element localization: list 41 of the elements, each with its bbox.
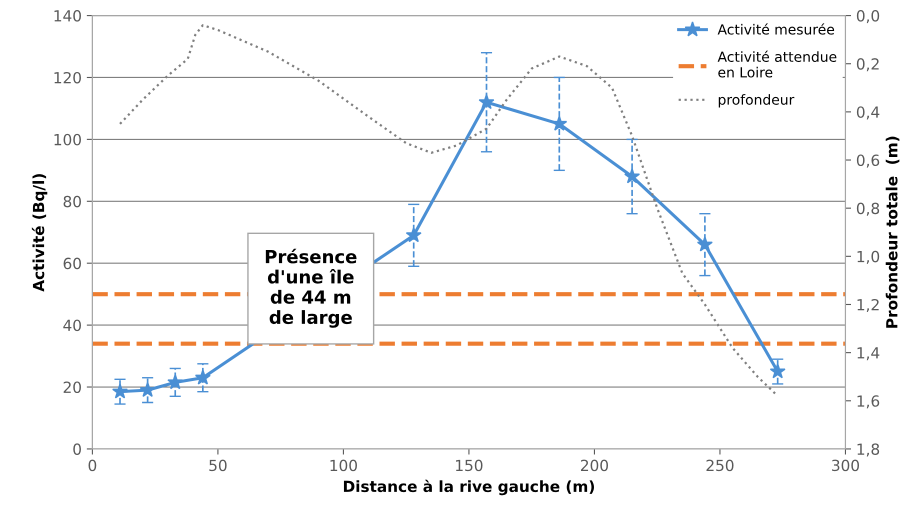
legend-label: Activité attendue en Loire <box>718 50 836 78</box>
y2-tick-label: 1,2 <box>858 298 879 312</box>
x-tick-label: 0 <box>88 460 96 472</box>
y2-tick-label: 0,4 <box>856 106 880 120</box>
legend-label: Activité mesurée <box>718 23 834 35</box>
x-axis-title: Distance à la rive gauche (m) <box>344 480 594 496</box>
point <box>624 168 640 184</box>
y2-tick-label: 0,2 <box>856 58 879 72</box>
y-tick-label: 40 <box>63 320 81 332</box>
y-tick-label: 120 <box>54 72 81 84</box>
y-tick-label: 0 <box>73 443 81 455</box>
point <box>112 383 128 399</box>
y-tick-label: 60 <box>64 258 81 270</box>
y2-tick-label: 0,6 <box>856 154 880 168</box>
point <box>770 363 786 378</box>
x-tick-label: 300 <box>832 460 860 472</box>
x-tick-label: 250 <box>706 460 734 472</box>
point <box>478 94 494 110</box>
y2-tick-label: 0,8 <box>856 202 880 216</box>
y2-tick-label: 1,4 <box>858 347 880 360</box>
annotation: Présence d'une île de 44 m de large <box>266 248 356 328</box>
y2-tick-label: 1,6 <box>858 395 880 408</box>
y2-axis-title: Profondeur totale (m) <box>886 136 900 328</box>
y-tick-label: 140 <box>54 10 81 22</box>
legend-label: profondeur <box>718 94 794 108</box>
y2-tick-label: 1,8 <box>858 443 880 457</box>
y-axis-title: Activité (Bq/l) <box>32 174 48 292</box>
y2-tick-label: 1,0 <box>858 250 880 264</box>
x-tick-label: 100 <box>330 460 357 472</box>
x-tick-label: 150 <box>456 460 482 472</box>
y-tick-label: 80 <box>64 196 81 208</box>
point <box>696 236 713 252</box>
x-tick-label: 200 <box>580 460 608 472</box>
y-tick-label: 100 <box>54 134 81 146</box>
x-tick-label: 50 <box>209 460 227 472</box>
point <box>167 374 184 390</box>
point <box>551 116 568 131</box>
point <box>194 369 211 385</box>
point <box>406 227 422 242</box>
y2-tick-label: 0,0 <box>856 10 880 24</box>
y-tick-label: 20 <box>64 381 81 394</box>
